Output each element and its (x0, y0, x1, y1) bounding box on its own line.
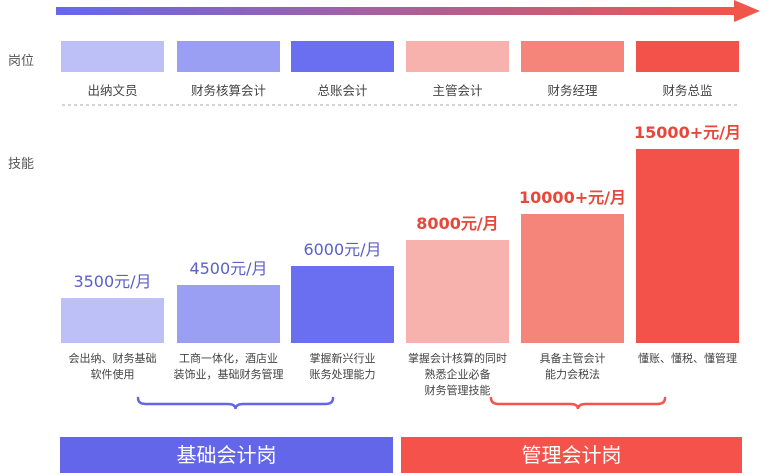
position-label: 出纳文员 (87, 83, 138, 98)
skill-description: 具备主管会计 能力会税法 (539, 352, 606, 381)
position-label: 财务核算会计 (190, 83, 266, 98)
salary-value-label: 15000+元/月 (634, 123, 741, 142)
salary-bar (291, 266, 394, 343)
salary-bar (406, 240, 509, 343)
group-bracket-management (489, 396, 667, 410)
salary-bar (177, 285, 280, 343)
salary-value-label: 4500元/月 (189, 259, 268, 278)
salary-bar (521, 214, 624, 343)
salary-value-label: 10000+元/月 (519, 188, 626, 207)
skill-description: 掌握会计核算的同时 熟悉企业必备 财务管理技能 (408, 352, 507, 397)
progress-arrow-head (734, 0, 760, 22)
salary-bar (636, 149, 739, 343)
salary-value-label: 8000元/月 (416, 214, 499, 233)
skill-description: 工商一体化，酒店业 装饰业，基础财务管理 (173, 352, 284, 381)
position-box (636, 41, 739, 72)
position-label: 主管会计 (432, 83, 483, 98)
salary-value-label: 3500元/月 (73, 272, 152, 291)
position-label: 财务总监 (662, 83, 713, 98)
group-band: 基础会计岗 (60, 437, 393, 473)
skill-description: 掌握新兴行业 账务处理能力 (309, 352, 376, 381)
skill-description: 会出纳、财务基础 软件使用 (68, 352, 157, 381)
position-box (406, 41, 509, 72)
salary-value-label: 6000元/月 (303, 240, 382, 259)
progress-arrow-shaft (56, 7, 736, 15)
group-band: 管理会计岗 (401, 437, 742, 473)
position-label: 财务经理 (547, 83, 598, 98)
skill-description: 懂账、懂税、懂管理 (638, 352, 737, 365)
position-box (521, 41, 624, 72)
group-bracket-basic (136, 396, 335, 410)
position-row-label: 岗位 (8, 54, 35, 69)
position-label: 总账会计 (317, 83, 368, 98)
skill-row-label: 技能 (8, 157, 35, 172)
position-box (291, 41, 394, 72)
position-box (177, 41, 280, 72)
salary-bar (61, 298, 164, 343)
position-box (61, 41, 164, 72)
